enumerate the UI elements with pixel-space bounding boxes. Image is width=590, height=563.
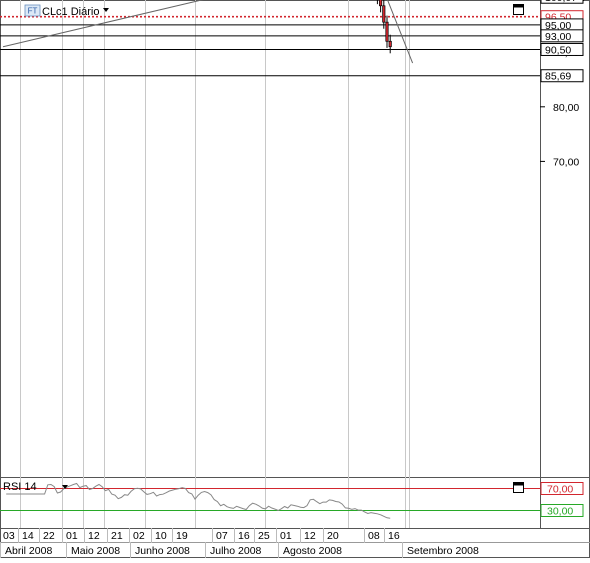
- level-label: 100,07: [545, 0, 577, 4]
- rsi-level-badge: [540, 504, 584, 517]
- level-badge: [540, 42, 584, 56]
- trendlines: [2, 0, 467, 64]
- candle[interactable]: [382, 5, 386, 23]
- x-day-label: 16: [238, 530, 250, 542]
- grid: [20, 0, 410, 528]
- x-day-label: 07: [216, 530, 228, 542]
- rsi-level-badge: [540, 482, 584, 495]
- caret-down-icon[interactable]: [103, 8, 109, 12]
- candle[interactable]: [385, 21, 389, 42]
- price-levels: [0, 15, 540, 77]
- x-day-label: 20: [327, 530, 339, 542]
- chart-title-control[interactable]: FT CLc1 Diário: [24, 4, 109, 18]
- x-day-label: 08: [368, 530, 380, 542]
- level-label: 85,69: [545, 71, 571, 83]
- trendline[interactable]: [339, 0, 414, 64]
- level-label: 90,50: [545, 44, 571, 56]
- y-tick-label: 70,00: [553, 156, 579, 168]
- x-day-label: 22: [43, 530, 55, 542]
- x-month-label: Agosto 2008: [283, 545, 342, 557]
- level-badge: [540, 29, 584, 43]
- level-badge: [540, 69, 584, 83]
- rsi-title-control[interactable]: RSI 14: [3, 481, 68, 493]
- maximize-icon[interactable]: [513, 4, 524, 15]
- level-label: 93,00: [545, 31, 571, 43]
- maximize-icon[interactable]: [513, 482, 524, 493]
- x-day-label: 21: [111, 530, 123, 542]
- x-day-label: 14: [22, 530, 34, 542]
- x-day-label: 25: [258, 530, 270, 542]
- rsi-level-label: 30,00: [547, 506, 573, 518]
- x-month-label: Julho 2008: [210, 545, 262, 557]
- ft-badge-label: FT: [28, 7, 38, 16]
- level-badge: [540, 0, 584, 4]
- x-day-label: 16: [388, 530, 400, 542]
- chart-title: CLc1 Diário: [42, 6, 99, 18]
- ft-badge: [24, 4, 41, 17]
- rsi-pane: 70,00 30,00: [0, 482, 584, 519]
- trendline[interactable]: [2, 0, 467, 48]
- x-month-label: Setembro 2008: [407, 545, 479, 557]
- x-month-label: Junho 2008: [135, 545, 190, 557]
- x-day-label: 01: [280, 530, 292, 542]
- x-day-label: 10: [155, 530, 167, 542]
- x-month-label: Abril 2008: [5, 545, 52, 557]
- level-label: 95,00: [545, 20, 571, 32]
- x-day-label: 01: [66, 530, 78, 542]
- candles: [376, 0, 392, 54]
- rsi-level-label: 70,00: [547, 484, 573, 496]
- x-axis: 03 14 22 01 12 21 02 10 19 07 16 25 01 12 20 08 16 Abril …: [0, 528, 479, 558]
- x-month-label: Maio 2008: [71, 545, 120, 557]
- caret-down-icon[interactable]: [62, 485, 68, 489]
- candle[interactable]: [379, 0, 383, 7]
- x-day-label: 19: [176, 530, 188, 542]
- x-day-label: 03: [3, 530, 15, 542]
- y-tick-label: 80,00: [553, 102, 579, 114]
- x-day-label: 02: [133, 530, 145, 542]
- x-day-label: 12: [88, 530, 100, 542]
- x-day-label: 12: [304, 530, 316, 542]
- candle[interactable]: [388, 40, 392, 48]
- rsi-line[interactable]: [6, 482, 391, 519]
- rsi-title: RSI 14: [3, 481, 37, 493]
